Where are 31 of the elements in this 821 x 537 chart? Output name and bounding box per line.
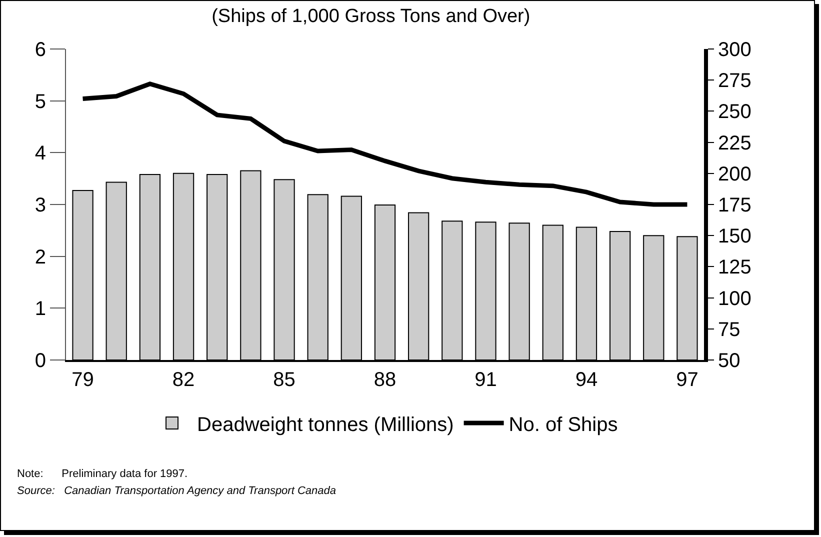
y-tick-label: 5 [34, 90, 46, 113]
y2-tick-label: 300 [718, 39, 752, 61]
y2-tick-label: 225 [718, 132, 752, 154]
x-tick-label: 91 [474, 368, 497, 391]
legend-label: No. of Ships [508, 414, 618, 436]
x-tick-label: 97 [676, 368, 698, 391]
y2-tick-label: 275 [718, 70, 752, 92]
y-tick-label: 2 [34, 246, 46, 268]
y-tick-label: 1 [34, 298, 46, 320]
source-note: Source: Canadian Transportation Agency and Transport Canada [17, 485, 336, 497]
y2-tick-label: 200 [718, 163, 752, 186]
y2-tick-label: 250 [718, 101, 752, 124]
y2-tick-label: 50 [718, 350, 740, 372]
y-tick-label: 4 [34, 142, 46, 165]
x-tick-label: 88 [374, 368, 396, 391]
line-series [80, 82, 690, 207]
y-tick-label: 6 [34, 39, 46, 61]
legend-label: Deadweight tonnes (Millions) [197, 414, 454, 436]
chart-title: (Ships of 1,000 Gross Tons and Over) [212, 6, 530, 28]
x-tick-label: 85 [273, 368, 296, 391]
x-tick-label: 82 [172, 368, 195, 391]
y-tick-label: 0 [34, 350, 46, 372]
y2-tick-label: 100 [718, 288, 752, 310]
y2-tick-label: 150 [718, 226, 752, 248]
x-tick-label: 79 [72, 368, 94, 391]
y2-tick-label: 125 [718, 256, 752, 279]
y-tick-label: 3 [34, 194, 46, 216]
x-tick-label: 94 [575, 368, 598, 391]
y2-tick-label: 75 [718, 318, 740, 341]
y2-tick-label: 175 [718, 194, 752, 216]
text: Note: Preliminary data for 1997. [17, 468, 188, 480]
